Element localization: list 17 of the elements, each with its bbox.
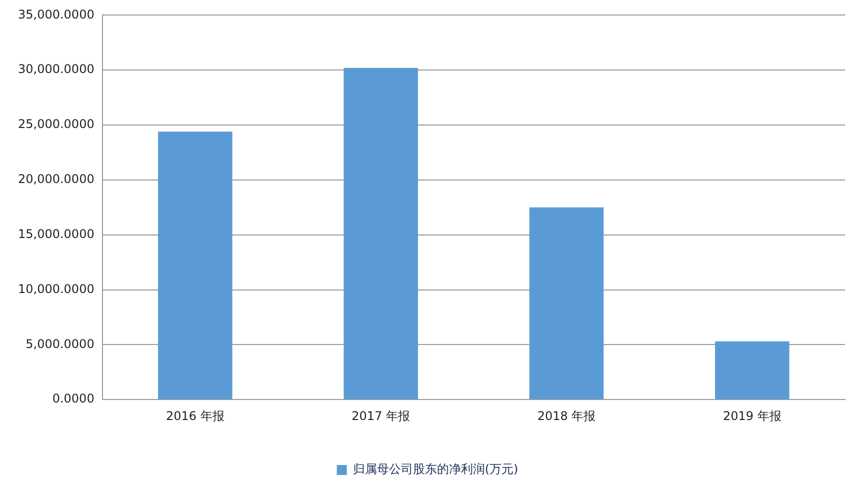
x-tick-label: 2016 年报: [166, 408, 224, 423]
legend-label: 归属母公司股东的净利润(万元): [352, 462, 518, 476]
y-tick-label: 30,000.0000: [18, 62, 94, 76]
y-tick-label: 25,000.0000: [18, 117, 94, 132]
x-tick-label: 2017 年报: [352, 408, 410, 423]
x-tick-label: 2019 年报: [722, 408, 782, 423]
y-tick-label: 15,000.0000: [18, 226, 94, 241]
y-tick-label: 10,000.0000: [18, 282, 94, 296]
bar: [715, 341, 790, 400]
y-tick-label: 0.0000: [52, 392, 94, 406]
y-tick-label: 35,000.0000: [18, 7, 94, 22]
bar: [158, 132, 232, 400]
bar: [529, 207, 604, 400]
y-tick-label: 20,000.0000: [18, 172, 94, 186]
x-tick-label: 2018 年报: [537, 408, 596, 423]
y-tick-label: 5,000.0000: [26, 336, 94, 351]
bar: [344, 68, 418, 400]
